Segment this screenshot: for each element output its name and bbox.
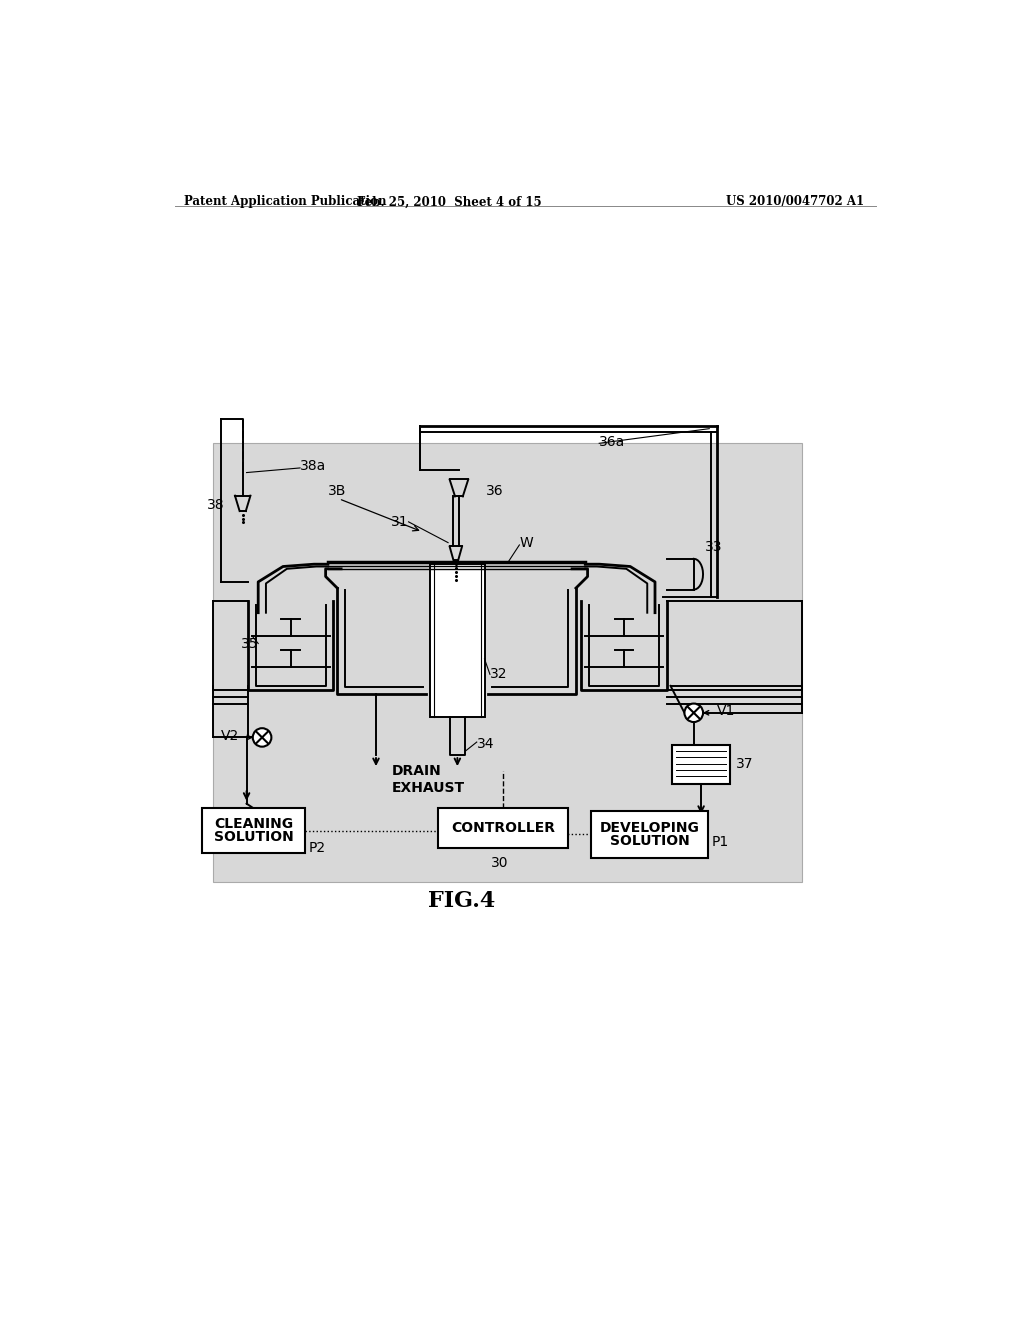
Circle shape (684, 704, 703, 722)
Bar (203, 808, 305, 853)
Text: DRAIN: DRAIN (391, 763, 441, 777)
Text: 36a: 36a (599, 434, 626, 449)
Text: 3B: 3B (328, 484, 346, 498)
Text: FIG.4: FIG.4 (428, 890, 495, 912)
Text: SOLUTION: SOLUTION (214, 830, 294, 843)
Text: Feb. 25, 2010  Sheet 4 of 15: Feb. 25, 2010 Sheet 4 of 15 (357, 195, 542, 209)
Text: 33: 33 (706, 540, 723, 554)
Text: SOLUTION: SOLUTION (609, 834, 689, 847)
Text: W: W (519, 536, 534, 550)
Bar (592, 812, 708, 858)
Text: Patent Application Publication: Patent Application Publication (183, 195, 386, 209)
Text: 36: 36 (486, 484, 504, 498)
Text: 37: 37 (736, 758, 754, 771)
Text: 30: 30 (490, 857, 508, 870)
Text: 34: 34 (477, 737, 495, 751)
Text: 38a: 38a (300, 459, 327, 474)
Bar (438, 808, 568, 849)
Bar (213, 444, 802, 882)
Text: DEVELOPING: DEVELOPING (600, 821, 699, 836)
Text: 32: 32 (489, 668, 508, 681)
Text: V2: V2 (220, 729, 239, 743)
Text: 38: 38 (207, 498, 225, 512)
Bar (430, 564, 484, 717)
Text: 31: 31 (391, 515, 409, 529)
Text: P1: P1 (712, 836, 729, 849)
Text: US 2010/0047702 A1: US 2010/0047702 A1 (726, 195, 864, 209)
Text: CLEANING: CLEANING (214, 817, 293, 832)
Text: EXHAUST: EXHAUST (391, 781, 465, 795)
Circle shape (253, 729, 271, 747)
Text: V1: V1 (717, 705, 735, 718)
Bar (672, 744, 730, 784)
Text: P2: P2 (308, 841, 326, 855)
Text: 35: 35 (241, 636, 258, 651)
Text: CONTROLLER: CONTROLLER (452, 821, 555, 836)
